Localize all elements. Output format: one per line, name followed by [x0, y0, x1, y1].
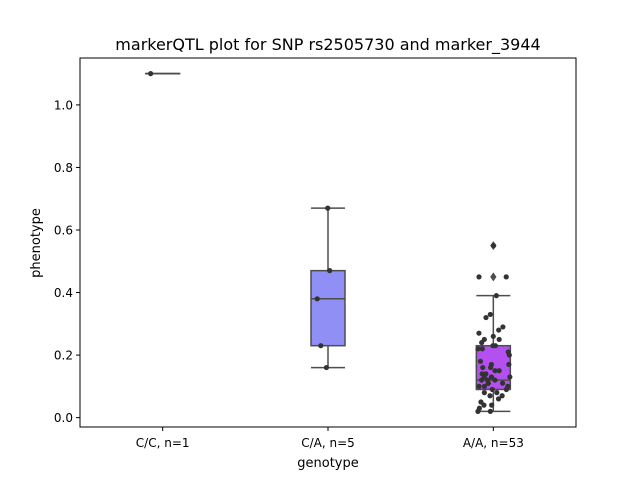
y-tick-label: 0.0	[54, 411, 73, 425]
data-point	[481, 390, 487, 396]
data-point	[479, 339, 485, 346]
data-point	[500, 324, 506, 330]
y-axis-label: phenotype	[29, 208, 44, 278]
data-point	[327, 268, 333, 274]
x-tick-label: A/A, n=53	[463, 436, 524, 450]
data-point	[477, 358, 484, 364]
data-point	[490, 343, 496, 349]
box-group	[310, 207, 346, 369]
data-point	[492, 377, 498, 383]
data-point	[496, 336, 502, 343]
data-point	[487, 364, 494, 371]
data-point	[500, 380, 506, 386]
data-point	[476, 383, 482, 389]
data-point	[492, 368, 498, 374]
y-tick-label: 0.4	[54, 286, 73, 300]
box-body	[310, 269, 346, 347]
data-point	[480, 364, 486, 371]
data-point	[503, 274, 509, 280]
data-point	[476, 274, 482, 280]
data-point	[481, 402, 487, 408]
data-point	[490, 243, 497, 249]
data-point	[481, 383, 488, 389]
data-point	[496, 368, 502, 374]
data-point	[506, 352, 512, 358]
data-point	[323, 364, 330, 371]
data-point	[493, 293, 499, 299]
y-tick-label: 1.0	[54, 98, 73, 112]
data-point	[148, 71, 154, 77]
data-point	[499, 393, 505, 399]
data-point	[483, 314, 489, 321]
x-axis: C/C, n=1 C/A, n=5 A/A, n=53	[136, 427, 524, 450]
data-point	[487, 408, 493, 414]
x-axis-label: genotype	[297, 456, 358, 471]
y-axis: 0.0 0.2 0.4 0.6 0.8 1.0	[54, 98, 80, 425]
data-point	[314, 296, 320, 302]
data-point	[476, 330, 482, 336]
chart-title: markerQTL plot for SNP rs2505730 and mar…	[115, 35, 540, 55]
data-point	[489, 402, 495, 408]
data-point	[494, 390, 500, 396]
data-point	[475, 408, 481, 414]
data-point	[506, 361, 512, 368]
data-point	[479, 346, 485, 352]
data-point	[489, 386, 495, 393]
data-point	[325, 205, 331, 211]
y-tick-label: 0.8	[54, 161, 73, 175]
y-tick-label: 0.2	[54, 349, 73, 363]
data-point	[490, 333, 496, 339]
x-tick-label: C/C, n=1	[136, 436, 190, 450]
data-point	[487, 393, 493, 399]
data-point	[475, 346, 481, 352]
data-point	[478, 377, 485, 383]
data-point	[318, 343, 324, 349]
data-point	[487, 311, 493, 318]
data-point	[485, 380, 491, 386]
plot-area	[144, 71, 513, 414]
data-point	[507, 374, 513, 380]
data-point	[503, 386, 509, 393]
data-point	[496, 327, 502, 333]
data-point	[495, 396, 502, 402]
data-point	[488, 374, 495, 380]
y-tick-label: 0.6	[54, 223, 73, 237]
outlier-marker	[490, 272, 497, 282]
x-tick-label: C/A, n=5	[301, 436, 355, 450]
